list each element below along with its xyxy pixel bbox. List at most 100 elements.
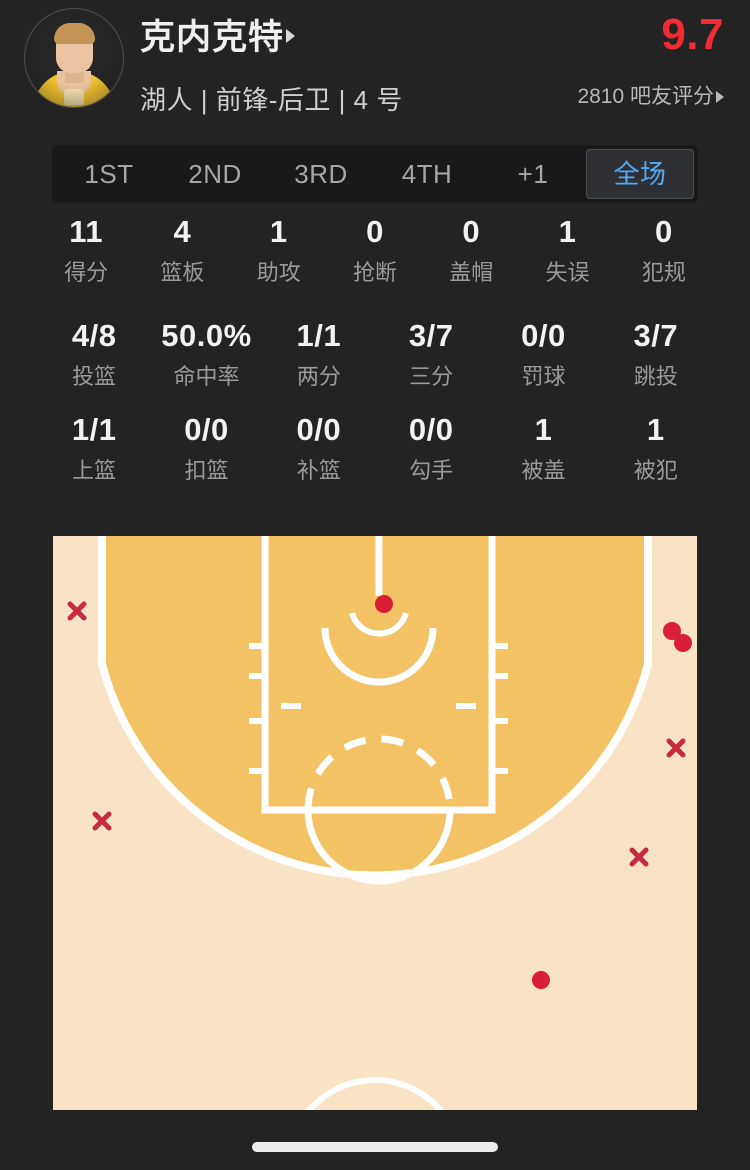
tab-4th[interactable]: 4TH	[401, 159, 453, 189]
stat-label: 勾手	[409, 458, 454, 483]
stats-row-shooting: 4/8 投篮 50.0% 命中率 1/1 两分 3/7 三分 0/0 罚球 3/…	[38, 318, 712, 390]
chevron-right-icon	[716, 91, 724, 104]
stat-value: 0	[654, 214, 673, 249]
stat-steals: 0 抢断	[327, 214, 423, 286]
stat-fouls: 0 犯规	[616, 214, 712, 286]
stat-label: 投篮	[72, 364, 117, 389]
stat-value: 3/7	[408, 318, 454, 353]
stat-value: 0/0	[408, 412, 454, 447]
key-outline	[261, 536, 496, 814]
player-headshot-image	[25, 9, 123, 107]
rating-score: 9.7	[661, 10, 724, 59]
stat-turnovers: 1 失误	[519, 214, 615, 286]
player-identity: 克内克特 湖人 | 前锋-后卫 | 4 号	[140, 16, 403, 117]
shot-chart[interactable]	[53, 536, 697, 1110]
tab-2nd[interactable]: 2ND	[188, 159, 242, 189]
avatar[interactable]	[24, 8, 124, 108]
shot-marker-made[interactable]	[375, 595, 393, 613]
stat-hook-shots: 0/0 勾手	[375, 412, 487, 484]
player-name-row[interactable]: 克内克特	[140, 16, 403, 60]
player-header: 克内克特 湖人 | 前锋-后卫 | 4 号 9.7 2810 吧友评分	[0, 0, 750, 128]
shot-marker-missed[interactable]	[92, 811, 112, 831]
stat-fouls-drawn: 1 被犯	[600, 412, 712, 484]
stat-value: 0	[366, 214, 384, 249]
stat-label: 罚球	[521, 364, 566, 389]
stat-field-goals: 4/8 投篮	[38, 318, 150, 390]
shot-marker-missed[interactable]	[666, 738, 686, 758]
stats-row-shot-types: 1/1 上篮 0/0 扣篮 0/0 补篮 0/0 勾手 1 被盖 1 被犯	[38, 412, 712, 484]
tab-ot[interactable]: +1	[517, 159, 549, 189]
stat-value: 1/1	[71, 412, 117, 447]
rating-subtext[interactable]: 2810 吧友评分	[577, 80, 724, 110]
stat-value: 1	[558, 214, 577, 249]
stat-three-pointers: 3/7 三分	[375, 318, 487, 390]
stat-dunks: 0/0 扣篮	[150, 412, 262, 484]
stat-value: 3/7	[633, 318, 679, 353]
stat-value: 4/8	[71, 318, 117, 353]
shot-marker-missed[interactable]	[629, 847, 649, 867]
photo-vignette	[25, 9, 123, 107]
court-diagram	[53, 536, 697, 1110]
stat-label: 命中率	[173, 364, 240, 389]
three-point-line	[98, 536, 652, 880]
player-meta: 湖人 | 前锋-后卫 | 4 号	[140, 85, 403, 115]
stat-label: 补篮	[296, 458, 341, 483]
stat-label: 失误	[545, 260, 590, 285]
shot-marker-made[interactable]	[663, 622, 681, 640]
hoop-ring	[349, 612, 409, 637]
stat-value: 1	[534, 412, 553, 447]
stat-value: 1	[646, 412, 665, 447]
stat-label: 两分	[296, 364, 341, 389]
stat-two-pointers: 1/1 两分	[263, 318, 375, 390]
shot-marker-made[interactable]	[674, 634, 692, 652]
chevron-right-icon	[286, 29, 296, 43]
restricted-area-arc	[321, 627, 437, 686]
period-tabbar[interactable]: 1ST 2ND 3RD 4TH +1 全场	[52, 145, 698, 203]
center-circle	[305, 1077, 445, 1110]
stat-label: 跳投	[633, 364, 678, 389]
stat-fg-pct: 50.0% 命中率	[150, 318, 262, 390]
stat-label: 盖帽	[449, 260, 494, 285]
rating-block[interactable]: 9.7 2810 吧友评分	[577, 10, 724, 110]
stat-value: 1	[269, 214, 288, 249]
shot-marker-missed[interactable]	[67, 601, 87, 621]
stat-value: 50.0%	[161, 318, 252, 353]
stat-label: 被盖	[521, 458, 566, 483]
rating-count-label: 2810 吧友评分	[577, 85, 714, 108]
stat-label: 三分	[409, 364, 454, 389]
stat-points: 11 得分	[38, 214, 134, 286]
stat-label: 得分	[64, 260, 109, 285]
stat-label: 扣篮	[184, 458, 229, 483]
shot-markers	[67, 595, 692, 989]
stat-value: 4	[173, 214, 192, 249]
shot-marker-made[interactable]	[532, 971, 550, 989]
stat-rebounds: 4 篮板	[134, 214, 230, 286]
stat-value: 11	[69, 214, 104, 249]
stat-value: 1/1	[296, 318, 342, 353]
stat-free-throws: 0/0 罚球	[487, 318, 599, 390]
stats-row-primary: 11 得分 4 篮板 1 助攻 0 抢断 0 盖帽 1 失误	[38, 214, 712, 286]
stat-label: 助攻	[256, 260, 301, 285]
stat-label: 犯规	[641, 260, 686, 285]
stat-layups: 1/1 上篮	[38, 412, 150, 484]
free-throw-circle-lower	[304, 809, 454, 885]
stat-label: 抢断	[352, 260, 397, 285]
tab-1st[interactable]: 1ST	[84, 159, 134, 189]
stat-value: 0/0	[521, 318, 566, 353]
lane-hash-marks	[249, 643, 508, 774]
tab-full-game[interactable]: 全场	[586, 149, 694, 199]
stat-label: 上篮	[72, 458, 117, 483]
shot-marker-missed-group	[67, 601, 686, 867]
tab-3rd[interactable]: 3RD	[294, 159, 348, 189]
stat-value: 0/0	[296, 412, 342, 447]
stat-label: 被犯	[633, 458, 678, 483]
home-indicator	[252, 1142, 498, 1152]
stat-value: 0/0	[184, 412, 229, 447]
stat-value: 0	[462, 214, 481, 249]
free-throw-circle-upper-dashed	[304, 735, 454, 811]
stat-label: 篮板	[160, 260, 205, 285]
stat-jump-shots: 3/7 跳投	[600, 318, 712, 390]
stat-assists: 1 助攻	[231, 214, 327, 286]
stats-panel: 11 得分 4 篮板 1 助攻 0 抢断 0 盖帽 1 失误	[38, 214, 712, 484]
